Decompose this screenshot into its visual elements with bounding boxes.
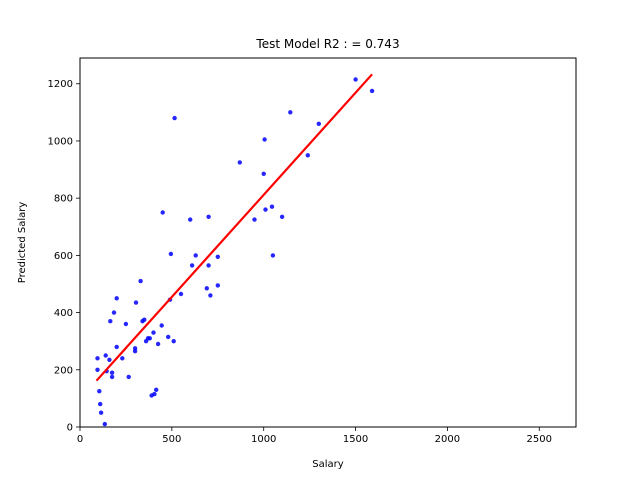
data-point	[160, 210, 165, 215]
y-axis-label: Predicted Salary	[17, 202, 28, 284]
data-point	[97, 389, 102, 394]
data-point	[262, 137, 267, 142]
data-point	[98, 410, 104, 415]
regression-line	[95, 73, 373, 382]
data-point	[151, 330, 156, 335]
data-point	[369, 88, 375, 94]
data-point	[288, 110, 293, 115]
data-point	[237, 160, 242, 165]
data-point	[168, 251, 174, 257]
plot-area	[79, 57, 577, 428]
y-axis-ticks: 0 200 400 600 800 1000 1200	[48, 79, 80, 434]
data-point	[204, 286, 209, 291]
y-tick-label: 400	[54, 308, 73, 319]
data-point	[109, 370, 115, 375]
data-point	[114, 344, 119, 350]
y-tick-label: 1200	[48, 79, 73, 90]
data-point	[305, 153, 310, 158]
data-point	[138, 278, 143, 284]
y-tick-label: 200	[54, 365, 73, 376]
chart-title: Test Model R2 : = 0.743	[255, 37, 399, 51]
data-point	[159, 323, 164, 328]
data-point	[171, 339, 176, 344]
data-point	[102, 421, 108, 427]
data-point	[269, 204, 275, 209]
data-point	[109, 374, 115, 380]
y-tick-label: 600	[54, 251, 73, 262]
data-point	[215, 254, 220, 259]
data-point	[178, 291, 184, 297]
data-point	[263, 207, 268, 212]
data-point	[208, 293, 213, 298]
data-point	[133, 300, 139, 305]
data-point	[206, 263, 211, 268]
data-point	[252, 217, 257, 222]
data-point	[188, 217, 193, 222]
data-point	[120, 356, 125, 361]
x-tick-label: 1000	[251, 434, 276, 445]
data-point	[103, 353, 108, 358]
data-point	[353, 77, 358, 82]
x-tick-label: 1500	[343, 434, 368, 445]
data-point	[147, 336, 152, 341]
x-tick-label: 2500	[527, 434, 552, 445]
y-tick-label: 1000	[48, 136, 73, 147]
data-point	[132, 349, 138, 354]
fit-line	[95, 73, 373, 382]
data-point	[108, 319, 113, 324]
x-tick-label: 2000	[435, 434, 460, 445]
x-tick-label: 500	[162, 434, 181, 445]
x-axis-label: Salary	[312, 459, 343, 470]
data-point	[261, 171, 266, 176]
data-point	[123, 321, 129, 327]
data-point	[206, 214, 211, 219]
data-point	[154, 387, 159, 392]
data-point	[126, 374, 131, 380]
data-point	[152, 391, 157, 397]
data-point	[114, 296, 119, 301]
data-point	[95, 367, 100, 372]
data-point	[111, 310, 117, 315]
data-point	[193, 253, 198, 258]
data-point	[142, 317, 147, 322]
y-tick-label: 800	[54, 194, 73, 205]
data-point	[215, 283, 220, 288]
data-point	[155, 341, 161, 347]
data-point	[98, 401, 103, 407]
data-point	[189, 263, 195, 268]
data-point	[172, 115, 177, 121]
x-axis-ticks: 0 500 1000 1500 2000 2500	[77, 427, 552, 445]
data-point	[107, 357, 112, 362]
data-point	[166, 334, 171, 340]
x-tick-label: 0	[77, 434, 83, 445]
scatter-points	[95, 77, 375, 427]
data-point	[270, 253, 276, 258]
data-point	[316, 121, 321, 127]
y-tick-label: 0	[67, 423, 73, 434]
data-point	[95, 356, 100, 361]
data-point	[279, 214, 285, 219]
plot-frame	[79, 57, 577, 428]
